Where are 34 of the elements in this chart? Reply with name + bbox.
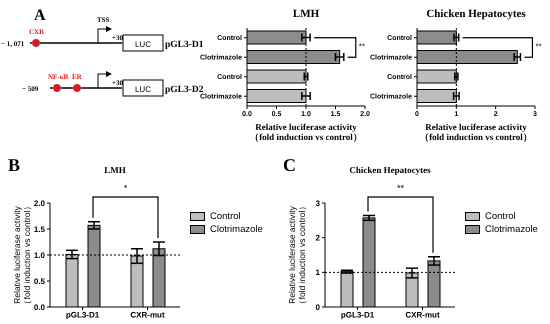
text: ** (396, 183, 405, 193)
text: ** (535, 42, 542, 50)
x-tick-label: CXR-mut (405, 310, 440, 320)
y-tick-label: 1.5 (34, 224, 46, 234)
chart-title: LMH (103, 165, 127, 175)
x-axis-title: Relative luciferase activity （fold induction vs control） (249, 122, 363, 142)
y-tick-label: 0.5 (34, 276, 46, 286)
text: A (34, 7, 46, 24)
y-tick-label: 3 (316, 198, 321, 208)
text: B (8, 155, 20, 176)
y-tick-label: 1 (316, 268, 321, 278)
y-tick-label: 0.0 (34, 302, 46, 312)
legend-label: Control (484, 210, 517, 223)
legend-label: Clotrimazole (484, 223, 538, 236)
annotation: ** (358, 42, 365, 50)
text: pGL3-D1 (165, 40, 204, 50)
text: LUC (134, 40, 152, 49)
y-axis-title: Relative luciferase activity （fold induction vs control） (12, 202, 32, 308)
y-axis-title: Relative luciferase activity （fold induction vs control） (287, 202, 307, 308)
text: * (122, 183, 128, 193)
chart-title: LMH (292, 8, 320, 20)
x-tick-label: pGL3-D1 (66, 310, 100, 320)
text: LUC (134, 85, 152, 94)
text: C (283, 155, 296, 176)
y-tick-label: 0 (316, 302, 321, 312)
chart-title: Chicken Hepatocytes (348, 165, 432, 175)
x-axis-title: Relative luciferase activity （fold induction vs control） (419, 122, 533, 142)
x-tick-label: CXR-mut (130, 310, 165, 320)
y-tick-label: 2 (316, 234, 321, 243)
chart-title: Chicken Hepatocytes (425, 8, 527, 20)
y-tick-label: 1.0 (34, 250, 46, 260)
y-tick-label: 2.0 (34, 198, 46, 208)
text: pGL3-D2 (165, 85, 204, 95)
x-tick-label: pGL3-D1 (340, 310, 375, 320)
